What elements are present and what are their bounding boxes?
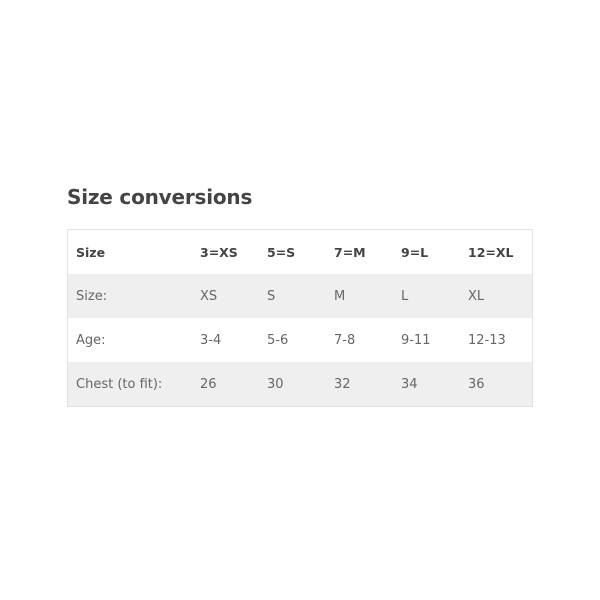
page-title: Size conversions bbox=[67, 185, 253, 209]
table-row: Chest (to fit): 26 30 32 34 36 bbox=[67, 362, 533, 407]
table-cell: 30 bbox=[267, 362, 334, 407]
table-cell: S bbox=[267, 274, 334, 318]
table-cell: 26 bbox=[200, 362, 267, 407]
table-cell: 12-13 bbox=[468, 332, 506, 348]
table-cell: XL bbox=[468, 274, 533, 318]
row-label: Chest (to fit): bbox=[67, 362, 200, 407]
header-cell: 3=XS bbox=[200, 244, 238, 260]
header-cell: 12=XL bbox=[468, 244, 514, 260]
table-cell: 5-6 bbox=[267, 332, 289, 348]
table-cell: 36 bbox=[468, 362, 533, 407]
size-conversion-table: Size 3=XS 5=S 7=M 9=L 12=XL Size: XS S M… bbox=[67, 229, 533, 407]
header-cell: Size bbox=[76, 244, 106, 260]
row-label: Age: bbox=[76, 332, 106, 348]
header-cell: 5=S bbox=[267, 244, 296, 260]
row-label: Size: bbox=[67, 274, 200, 318]
table-cell: 3-4 bbox=[200, 332, 222, 348]
table-cell: M bbox=[334, 274, 401, 318]
header-cell: 9=L bbox=[401, 244, 429, 260]
table-row: Size: XS S M L XL bbox=[67, 274, 533, 318]
table-cell: 9-11 bbox=[401, 332, 431, 348]
header-cell: 7=M bbox=[334, 244, 366, 260]
table-header-row: Size 3=XS 5=S 7=M 9=L 12=XL bbox=[68, 230, 533, 275]
table-cell: 7-8 bbox=[334, 332, 356, 348]
table-row: Age: 3-4 5-6 7-8 9-11 12-13 bbox=[68, 318, 533, 362]
table-cell: XS bbox=[200, 274, 267, 318]
table-cell: L bbox=[401, 274, 468, 318]
table-cell: 32 bbox=[334, 362, 401, 407]
table-cell: 34 bbox=[401, 362, 468, 407]
